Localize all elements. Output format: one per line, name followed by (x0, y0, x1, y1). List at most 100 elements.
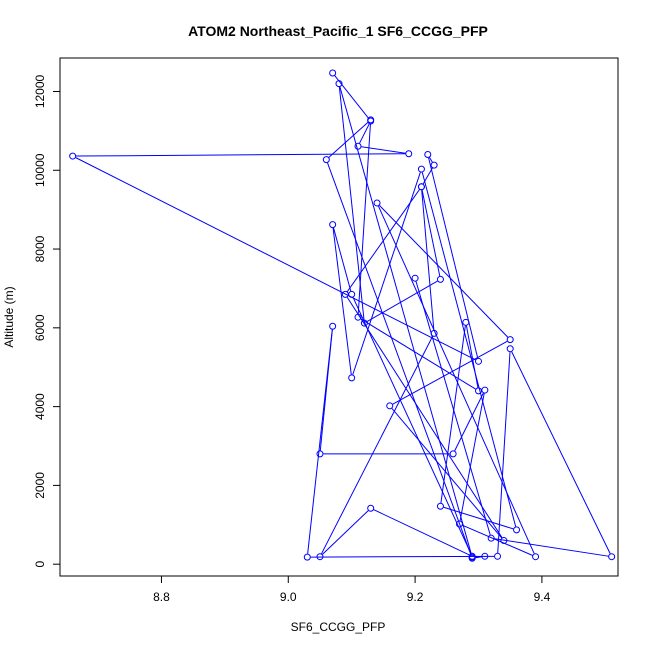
y-axis-label: Altitude (m) (2, 286, 16, 347)
y-tick-label: 10000 (33, 153, 47, 187)
series-line-segment (361, 146, 406, 154)
series-line-segment (428, 157, 479, 359)
series-line-segment (76, 153, 406, 157)
data-point (329, 221, 337, 229)
data-point (341, 290, 349, 298)
data-point (468, 552, 476, 560)
series-line-segment (352, 172, 421, 375)
series-line-segment (307, 329, 333, 554)
data-point (348, 290, 356, 298)
data-point (462, 318, 470, 326)
data-point (455, 520, 463, 528)
data-point (69, 152, 77, 160)
data-point (329, 69, 337, 77)
series-line-segment (373, 509, 470, 556)
data-point (494, 552, 502, 560)
series-line-segment (359, 123, 370, 144)
y-tick-label: 0 (33, 561, 47, 568)
data-point (449, 450, 457, 458)
x-axis: 8.8 9.0 9.2 9.4 (153, 576, 551, 604)
series-line-segment (440, 325, 466, 503)
data-point (367, 116, 375, 124)
series-line-segment (346, 189, 420, 292)
series-line-segment (357, 123, 371, 314)
data-point (487, 534, 495, 542)
data-point (430, 161, 438, 169)
y-tick-label: 8000 (33, 235, 47, 262)
series-line-segment (327, 162, 472, 556)
series-line-segment (377, 205, 535, 554)
data-point (329, 322, 337, 330)
data-point (348, 374, 356, 382)
data-point (411, 274, 419, 282)
data-point (430, 329, 438, 337)
series-line-segment (421, 190, 435, 331)
data-point (367, 504, 375, 512)
data-point (532, 553, 540, 561)
series-line-segment (321, 336, 434, 554)
series-line-segment (310, 555, 495, 558)
chart-title: ATOM2 Northeast_Pacific_1 SF6_CCGG_PFP (188, 23, 488, 39)
series-line-segment (421, 190, 441, 277)
data-point (405, 150, 413, 158)
y-axis: 0 2000 4000 6000 8000 10000 12000 (33, 74, 60, 568)
data-point (303, 553, 311, 561)
series-line-segment (443, 506, 514, 530)
series-line-segment (392, 340, 508, 405)
series-line-segment (328, 121, 369, 158)
data-point (436, 275, 444, 283)
series-layer (69, 69, 616, 562)
data-point (354, 313, 362, 321)
data-point (373, 199, 381, 207)
series-line-segment (475, 556, 482, 559)
data-point (386, 402, 394, 410)
x-axis-label: SF6_CCGG_PFP (291, 620, 386, 634)
data-point (316, 553, 324, 561)
data-point (506, 345, 514, 353)
series-line-segment (497, 352, 511, 553)
x-tick-label: 8.8 (153, 590, 170, 604)
x-tick-label: 9.2 (407, 590, 424, 604)
data-point (481, 386, 489, 394)
series-line-segment (75, 157, 476, 361)
data-point (475, 387, 482, 395)
data-point (608, 553, 616, 561)
data-point (424, 151, 432, 159)
series-line-segment (421, 172, 517, 527)
data-point (475, 357, 482, 365)
series-line-segment (333, 227, 352, 292)
data-point (417, 183, 425, 191)
series-line-segment (334, 75, 369, 119)
series-line-segment (360, 318, 476, 390)
data-point (468, 554, 476, 562)
data-point (360, 319, 368, 327)
series-line-segment (367, 280, 438, 322)
data-point (436, 502, 444, 510)
data-point (316, 450, 324, 458)
series-line-segment (462, 524, 533, 556)
data-point (506, 336, 514, 344)
series-line-segment (339, 86, 472, 554)
series-line-segment (391, 408, 503, 539)
y-tick-label: 2000 (33, 472, 47, 499)
data-point (335, 80, 343, 88)
series-line-segment (332, 227, 352, 375)
data-point (354, 142, 362, 150)
data-point (500, 537, 508, 545)
series-line-segment (459, 393, 485, 521)
y-tick-label: 12000 (33, 74, 47, 108)
y-tick-label: 6000 (33, 314, 47, 341)
series-line-segment (494, 538, 609, 557)
series-line-segment (511, 351, 611, 554)
data-point (322, 156, 330, 164)
series-line-segment (415, 281, 491, 536)
y-tick-label: 4000 (33, 393, 47, 420)
series-line-segment (379, 205, 509, 338)
plot-frame (59, 57, 619, 577)
series-line-segment (429, 157, 433, 163)
series-line-segment (322, 510, 369, 555)
data-point (417, 165, 425, 173)
x-tick-label: 9.4 (534, 590, 551, 604)
series-line-segment (346, 296, 503, 538)
